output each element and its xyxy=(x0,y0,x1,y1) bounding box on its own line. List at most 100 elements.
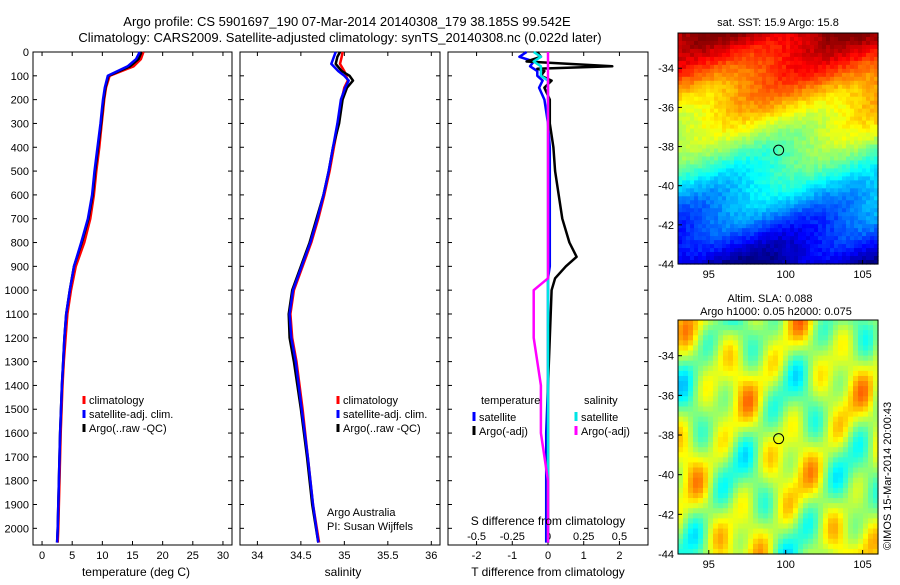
map-cell xyxy=(746,208,751,213)
map-cell xyxy=(850,196,855,201)
map-cell xyxy=(782,85,787,90)
map-cell xyxy=(866,244,871,249)
map-cell xyxy=(718,427,724,433)
map-cell xyxy=(762,93,767,98)
map-cell xyxy=(794,228,799,233)
map-cell xyxy=(813,518,819,524)
map-cell xyxy=(754,141,759,146)
map-cell xyxy=(842,232,847,237)
map-cell xyxy=(786,69,791,74)
map-cell xyxy=(754,156,759,161)
map-cell xyxy=(858,164,863,169)
map-cell xyxy=(693,508,699,514)
map-cell xyxy=(868,351,874,357)
map-cell xyxy=(773,356,779,362)
map-cell xyxy=(698,248,703,253)
map-cell xyxy=(798,101,803,106)
map-cell xyxy=(850,248,855,253)
map-cell xyxy=(733,406,739,412)
map-cell xyxy=(743,417,749,423)
map-cell xyxy=(718,386,724,392)
map-cell xyxy=(762,168,767,173)
map-cell xyxy=(770,188,775,193)
map-cell xyxy=(802,176,807,181)
map-cell xyxy=(774,133,779,138)
map-cell xyxy=(738,498,744,504)
map-cell xyxy=(803,539,809,545)
map-cell xyxy=(713,356,719,362)
depth-tick-label: 100 xyxy=(11,71,29,83)
map-cell xyxy=(770,160,775,165)
map-cell xyxy=(730,113,735,118)
map-cell xyxy=(754,180,759,185)
map-cell xyxy=(788,503,794,509)
map-cell xyxy=(713,447,719,453)
map-cell xyxy=(798,89,803,94)
map-cell xyxy=(750,168,755,173)
map-cell xyxy=(714,212,719,217)
map-cell xyxy=(798,109,803,114)
map-cell xyxy=(830,45,835,50)
map-cell xyxy=(828,483,834,489)
map-cell xyxy=(742,65,747,70)
map-cell xyxy=(746,156,751,161)
map-cell xyxy=(774,184,779,189)
map-cell xyxy=(714,41,719,46)
map-cell xyxy=(822,180,827,185)
map-cell xyxy=(834,125,839,130)
map-cell xyxy=(734,53,739,58)
map-cell xyxy=(828,503,834,509)
map-cell xyxy=(866,101,871,106)
map-cell xyxy=(870,220,875,225)
map-cell xyxy=(788,447,794,453)
map-cell xyxy=(686,97,691,102)
map-cell xyxy=(763,442,769,448)
map-cell xyxy=(854,212,859,217)
map-cell xyxy=(766,204,771,209)
map-cell xyxy=(718,325,724,331)
map-cell xyxy=(694,208,699,213)
map-cell xyxy=(818,447,824,453)
map-cell xyxy=(754,168,759,173)
map-cell xyxy=(802,125,807,130)
map-cell xyxy=(718,523,724,529)
map-cell xyxy=(788,432,794,438)
map-cell xyxy=(843,462,849,468)
map-cell xyxy=(794,196,799,201)
map-cell xyxy=(862,164,867,169)
map-cell xyxy=(838,523,844,529)
map-cell xyxy=(758,386,764,392)
map-cell xyxy=(733,330,739,336)
map-cell xyxy=(793,493,799,499)
map-cell xyxy=(688,513,694,519)
map-cell xyxy=(814,61,819,66)
map-cell xyxy=(782,252,787,257)
map-cell xyxy=(802,57,807,62)
map-cell xyxy=(810,168,815,173)
map-cell xyxy=(866,57,871,62)
map-cell xyxy=(722,208,727,213)
map-cell xyxy=(690,149,695,154)
map-cell xyxy=(748,345,754,351)
map-cell xyxy=(710,121,715,126)
map-cell xyxy=(810,184,815,189)
map-cell xyxy=(773,427,779,433)
map-cell xyxy=(742,121,747,126)
map-cell xyxy=(714,113,719,118)
map-cell xyxy=(682,248,687,253)
map-cell xyxy=(798,212,803,217)
map-cell xyxy=(823,457,829,463)
map-cell xyxy=(718,156,723,161)
map-cell xyxy=(810,65,815,70)
map-cell xyxy=(814,65,819,70)
map-cell xyxy=(788,523,794,529)
map-cell xyxy=(774,236,779,241)
map-cell xyxy=(763,432,769,438)
map-cell xyxy=(834,97,839,102)
map-cell xyxy=(714,37,719,42)
map-cell xyxy=(702,252,707,257)
map-cell xyxy=(846,232,851,237)
map-cell xyxy=(850,236,855,241)
map-cell xyxy=(823,320,829,326)
map-cell xyxy=(678,97,683,102)
